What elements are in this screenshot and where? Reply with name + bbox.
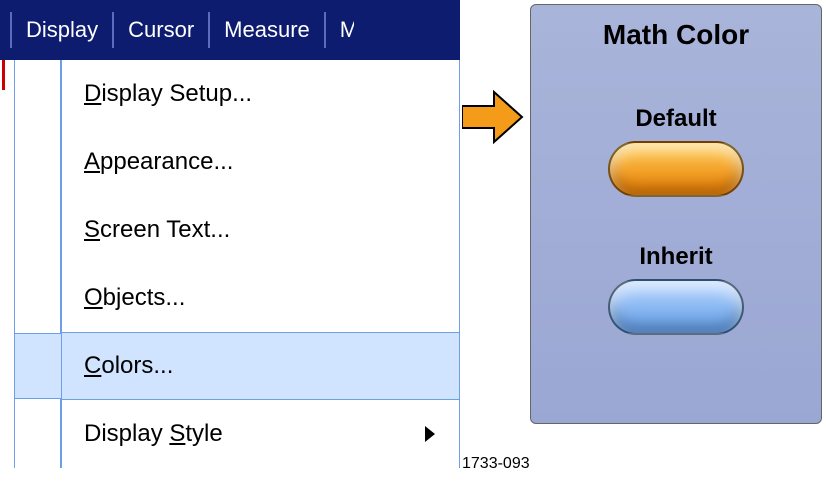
menu-item-colors[interactable]: Colors... (62, 332, 459, 400)
submenu-arrow-icon (425, 426, 435, 442)
menu-item-appearance[interactable]: Appearance... (62, 128, 459, 196)
panel-title: Math Color (531, 19, 821, 51)
menu-item-label: Display Style (84, 420, 223, 448)
menu-item-label: Display Setup... (84, 80, 252, 108)
option-label-default: Default (531, 105, 821, 133)
menu-item-objects[interactable]: Objects... (62, 264, 459, 332)
menu-item-label: Appearance... (84, 148, 233, 176)
figure-id: 1733-093 (462, 455, 530, 473)
menu-item-label: Objects... (84, 284, 185, 312)
menu-item-display-setup[interactable]: Display Setup... (62, 60, 459, 128)
display-dropdown-menu: Display Setup... Appearance... Screen Text… (14, 60, 460, 468)
menu-item-label: Colors... (84, 352, 173, 380)
menu-item-display-style[interactable]: Display Style (62, 400, 459, 468)
menubar: Display Cursor Measure M (0, 0, 460, 60)
option-label-inherit: Inherit (531, 243, 821, 271)
menubar-item-more[interactable]: M (324, 12, 354, 48)
option-button-inherit[interactable] (608, 279, 744, 335)
menu-item-label: Screen Text... (84, 216, 230, 244)
gutter-highlight (15, 333, 61, 399)
menubar-item-cursor[interactable]: Cursor (112, 12, 208, 48)
option-button-default[interactable] (608, 141, 744, 197)
math-color-panel: Math Color Default Inherit (530, 4, 822, 424)
arrow-icon (462, 90, 524, 144)
menubar-item-display[interactable]: Display (10, 12, 112, 48)
menu-item-screen-text[interactable]: Screen Text... (62, 196, 459, 264)
dropdown-gutter (15, 60, 61, 468)
menubar-item-measure[interactable]: Measure (208, 12, 324, 48)
left-edge-marker (0, 60, 10, 500)
